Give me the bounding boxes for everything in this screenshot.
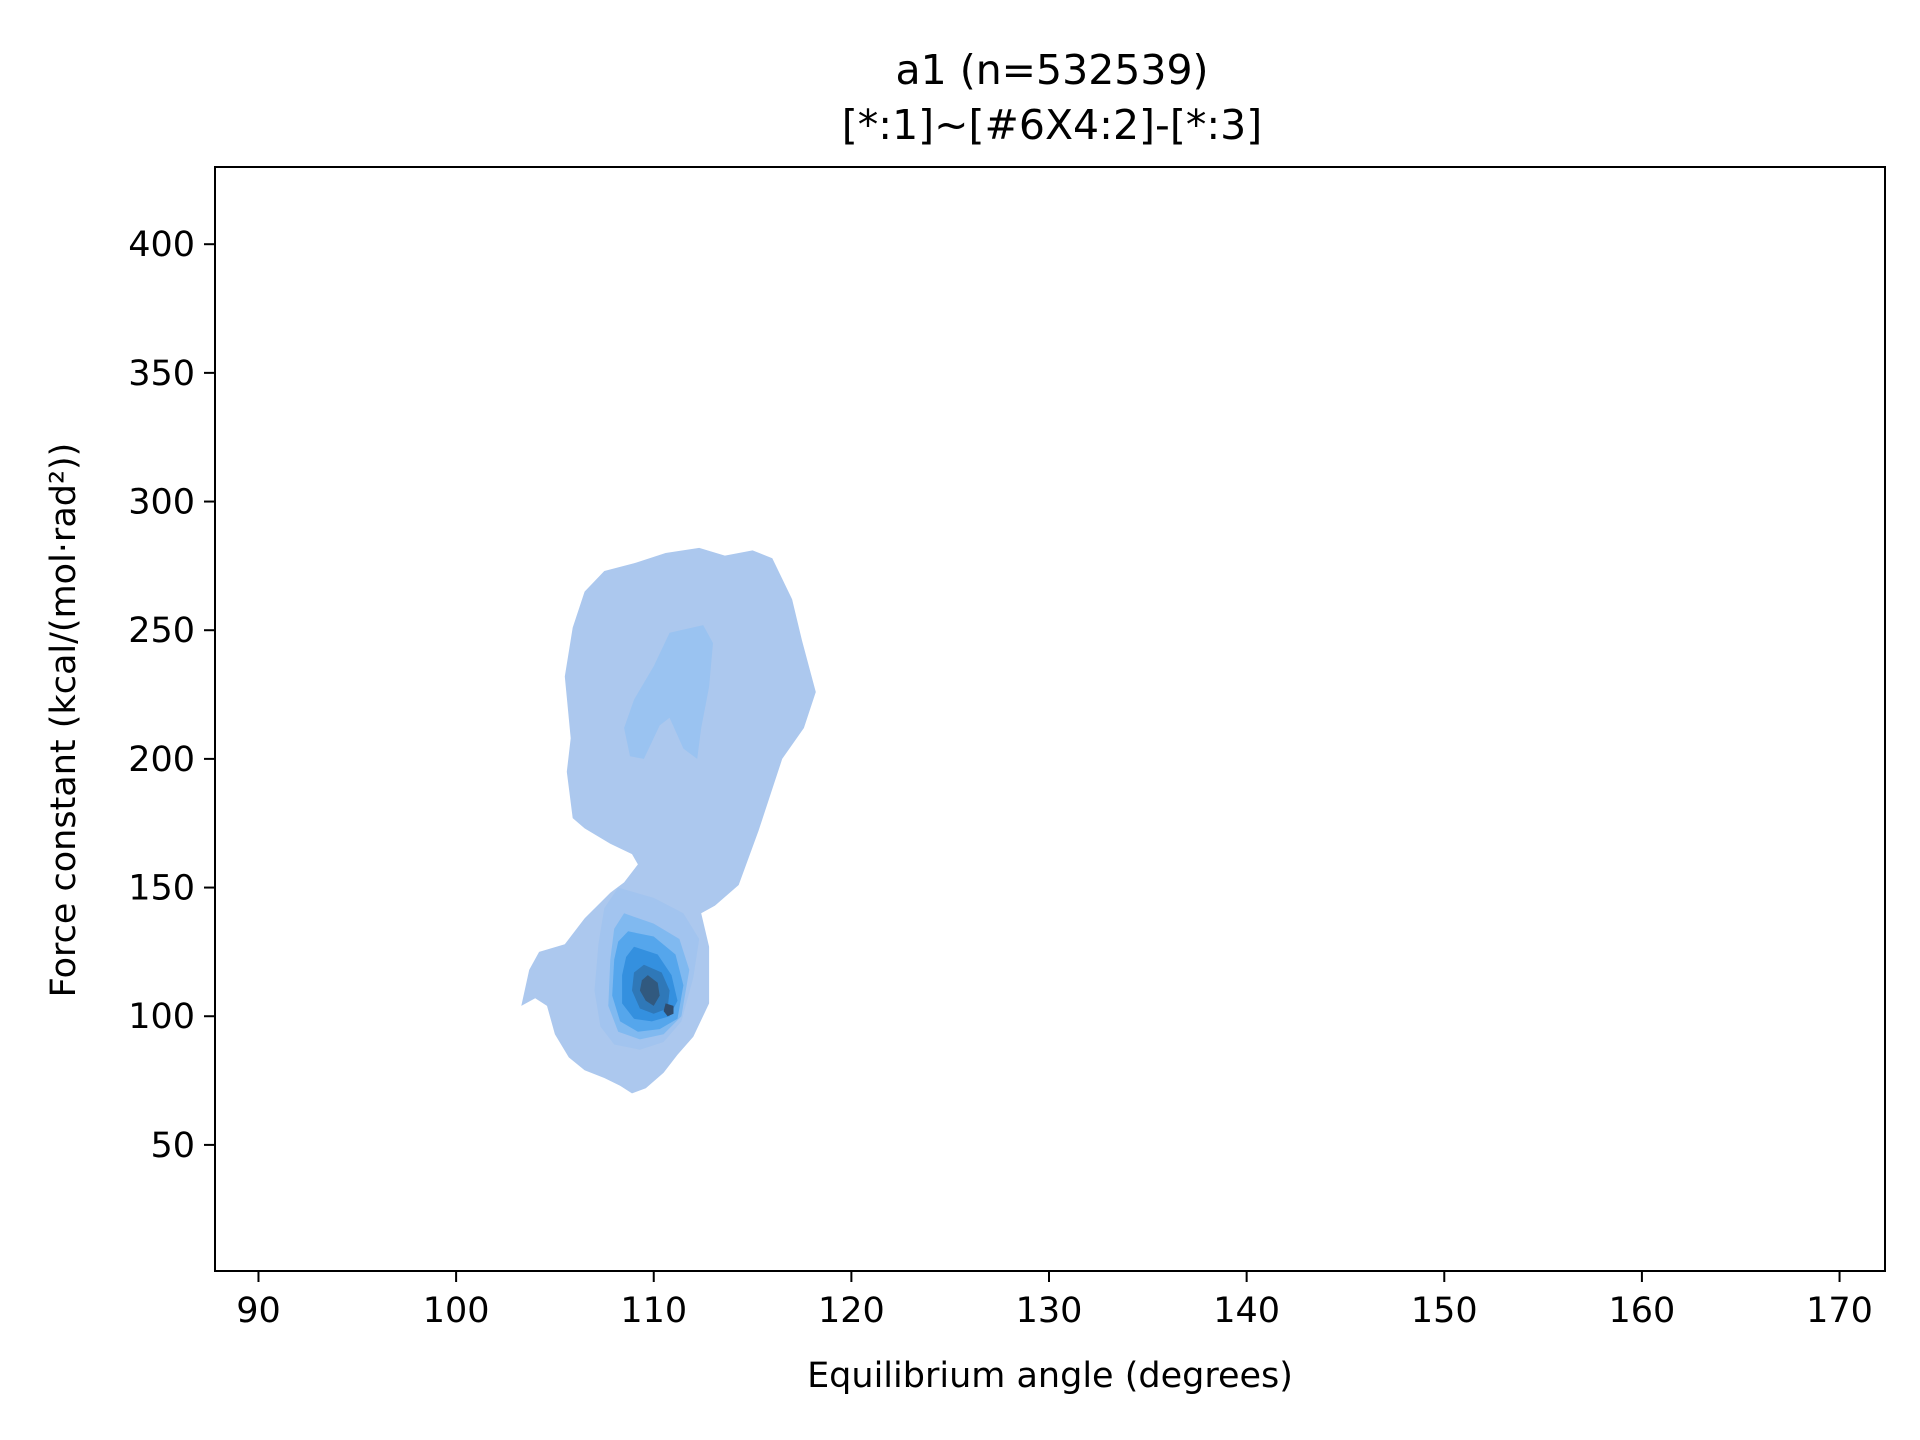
- x-tick-label: 170: [1806, 1291, 1873, 1331]
- y-axis-label: Force constant (kcal/(mol·rad²)): [44, 443, 84, 998]
- y-axis-ticks: 50 100 150 200 250 300 350 400: [128, 225, 215, 1166]
- density-contours: [521, 547, 816, 1094]
- x-axis-ticks: 90 100 110 120 130 140 150 160 170: [236, 1271, 1873, 1331]
- chart-subtitle: [*:1]~[#6X4:2]-[*:3]: [842, 101, 1262, 149]
- x-tick-label: 160: [1609, 1291, 1676, 1331]
- y-tick-label: 250: [128, 611, 195, 651]
- y-tick-label: 400: [128, 225, 195, 265]
- y-tick-label: 100: [128, 997, 195, 1037]
- x-tick-label: 90: [236, 1291, 281, 1331]
- chart-title: a1 (n=532539): [895, 46, 1208, 94]
- contour-level-3: [624, 625, 713, 759]
- y-tick-label: 300: [128, 483, 195, 523]
- x-tick-label: 120: [818, 1291, 885, 1331]
- y-tick-label: 50: [150, 1126, 195, 1166]
- x-axis-label: Equilibrium angle (degrees): [807, 1356, 1293, 1396]
- y-tick-label: 200: [128, 740, 195, 780]
- contour-level-8: [639, 975, 660, 1006]
- contour-level-1: [521, 547, 816, 1094]
- y-tick-label: 350: [128, 354, 195, 394]
- plot-area-frame: [214, 166, 1886, 1272]
- x-tick-label: 110: [620, 1291, 687, 1331]
- contour-level-9: [663, 1003, 674, 1017]
- y-tick-label: 150: [128, 869, 195, 909]
- x-tick-label: 100: [423, 1291, 490, 1331]
- x-tick-label: 140: [1213, 1291, 1280, 1331]
- x-tick-label: 150: [1411, 1291, 1478, 1331]
- x-tick-label: 130: [1016, 1291, 1083, 1331]
